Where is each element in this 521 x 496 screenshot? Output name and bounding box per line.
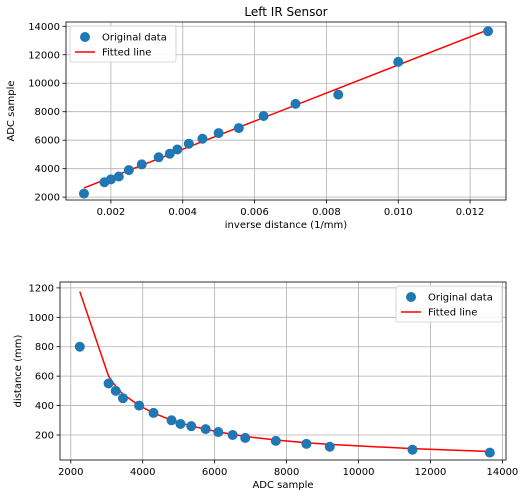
x-tick-label: 2000 (58, 467, 83, 478)
data-point (172, 144, 183, 155)
axes-frame (59, 281, 507, 461)
data-point (164, 148, 175, 159)
data-point (183, 138, 194, 149)
y-axis-label: distance (mm) (13, 334, 24, 407)
data-point (136, 159, 147, 170)
data-point (134, 400, 145, 411)
x-tick-label: 6000 (202, 467, 227, 478)
y-tick-label: 800 (35, 342, 54, 353)
x-tick-label: 0.006 (240, 207, 269, 218)
y-tick-label: 12000 (28, 50, 60, 61)
axes-frame (65, 21, 507, 201)
x-axis-label: inverse distance (1/mm) (225, 220, 348, 231)
data-point (407, 444, 418, 455)
data-point (78, 188, 89, 199)
y-tick-label: 600 (35, 372, 54, 383)
data-point (324, 441, 335, 452)
legend-label: Original data (102, 33, 167, 44)
x-tick-label: 0.008 (312, 207, 341, 218)
legend-marker-data (80, 32, 90, 42)
x-tick-label: 0.004 (168, 207, 197, 218)
y-tick-label: 10000 (28, 79, 60, 90)
y-tick-label: 4000 (35, 164, 60, 175)
x-tick-label: 14000 (486, 467, 518, 478)
data-point (333, 89, 344, 100)
legend-box (395, 285, 503, 323)
data-point (153, 152, 164, 163)
y-tick-label: 1200 (29, 283, 54, 294)
data-point (213, 427, 224, 438)
legend-box (69, 25, 177, 63)
data-point (227, 429, 238, 440)
data-point (123, 165, 134, 176)
data-point (148, 407, 159, 418)
legend: Original data Fitted line (69, 25, 177, 63)
data-point (233, 123, 244, 134)
y-tick-label: 400 (35, 401, 54, 412)
legend-label: Fitted line (428, 308, 477, 319)
data-point (117, 393, 128, 404)
data-point (175, 418, 186, 429)
data-point (290, 98, 301, 109)
y-tick-label: 6000 (35, 136, 60, 147)
data-point (270, 435, 281, 446)
data-point (74, 341, 85, 352)
data-point (103, 378, 114, 389)
data-point (110, 385, 121, 396)
y-tick-label: 8000 (35, 107, 60, 118)
legend-label: Fitted line (102, 48, 151, 59)
fitted-line (83, 29, 489, 189)
data-point (213, 128, 224, 139)
y-tick-label: 14000 (28, 22, 60, 33)
chart-bottom: 2000 4000 6000 8000 10000 12000 14000 200 400 600… (13, 281, 518, 491)
chart-title: Left IR Sensor (244, 5, 327, 19)
data-point (258, 110, 269, 121)
legend-label: Original data (428, 293, 493, 304)
y-tick-label: 2000 (35, 193, 60, 204)
x-tick-label: 12000 (415, 467, 447, 478)
data-point (200, 424, 211, 435)
data-point (105, 174, 116, 185)
x-axis-label: ADC sample (252, 480, 313, 491)
y-tick-label: 200 (35, 430, 54, 441)
data-point (197, 133, 208, 144)
x-tick-label: 10000 (343, 467, 375, 478)
x-tick-label: 8000 (274, 467, 299, 478)
data-point (240, 432, 251, 443)
data-point (301, 438, 312, 449)
data-point (186, 421, 197, 432)
data-point (393, 56, 404, 67)
data-point (113, 171, 124, 182)
chart-top: 0.002 0.004 0.006 0.008 0.010 0.012 2000 4000 60… (6, 5, 507, 231)
legend-marker-data (406, 292, 416, 302)
data-point (166, 415, 177, 426)
x-tick-label: 0.002 (97, 207, 126, 218)
x-tick-label: 0.010 (384, 207, 413, 218)
y-axis-label: ADC sample (6, 80, 17, 141)
x-tick-label: 0.012 (456, 207, 485, 218)
x-tick-label: 4000 (130, 467, 155, 478)
y-tick-label: 1000 (29, 313, 54, 324)
legend: Original data Fitted line (395, 285, 503, 323)
data-point (483, 26, 494, 37)
data-point (484, 447, 495, 458)
